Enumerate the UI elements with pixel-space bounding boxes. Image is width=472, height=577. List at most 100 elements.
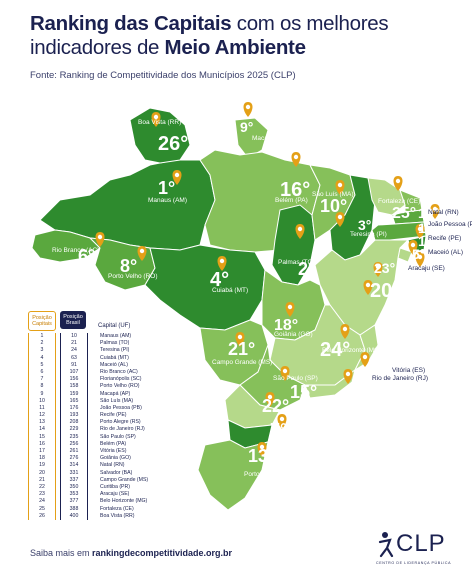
map-pin-dot [375, 264, 381, 270]
source-note: Fonte: Ranking de Competitividade dos Mu… [30, 70, 296, 81]
cell-city: Natal (RN) [100, 462, 125, 469]
map-pin-dot [279, 416, 285, 422]
cell-brazil-rank: 377 [60, 498, 88, 506]
map-pin-icon [363, 280, 373, 295]
map-pin-dot [297, 226, 303, 232]
marker-rank: 15° [290, 382, 317, 402]
map-pin-icon [243, 102, 253, 117]
cell-brazil-rank: 91 [60, 361, 88, 369]
cell-brazil-rank: 158 [60, 383, 88, 391]
map-pin-icon [408, 240, 418, 255]
table-row: 15 235 São Paulo (SP) [28, 433, 178, 441]
map-pin-dot [395, 178, 401, 184]
cell-capital-rank: 6 [28, 368, 56, 377]
footer-link[interactable]: rankingdecompetitividade.org.br [92, 548, 233, 558]
region-ac [31, 229, 101, 263]
table-row: 22 350 Curitiba (PR) [28, 483, 178, 492]
footer-text: Saiba mais em [30, 548, 93, 558]
marker-city: Salvador (BA) [390, 291, 430, 298]
table-row: 23 353 Aracaju (SE) [28, 491, 178, 499]
marker-city: Recife (PE) [428, 235, 461, 242]
cell-city: São Luís (MA) [100, 397, 134, 404]
table-row: 11 176 João Pessoa (PB) [28, 404, 178, 413]
region-rr [129, 107, 191, 164]
cell-brazil-rank: 63 [60, 354, 88, 362]
marker-city: Goiânia (GO) [274, 331, 313, 338]
cell-capital-rank: 14 [28, 426, 56, 434]
marker-rank: 8° [120, 256, 137, 276]
table-row: 9 159 Macapá (AP) [28, 390, 178, 398]
map-pin-icon [360, 352, 370, 367]
map-pin-dot [267, 394, 273, 400]
table-row: 8 158 Porto Velho (RO) [28, 383, 178, 391]
marker-rank: 11° [418, 220, 438, 236]
marker-city: Belém (PA) [275, 197, 308, 204]
cell-capital-rank: 4 [28, 354, 56, 362]
cell-capital-rank: 15 [28, 433, 56, 441]
region-ba [314, 239, 410, 336]
cell-city: Curitiba (PR) [100, 483, 130, 490]
marker-rank: 22° [262, 396, 289, 416]
map-pin-dot [97, 234, 103, 240]
marker-city: São Luís (MA) [312, 191, 354, 198]
map-pin-dot [337, 214, 343, 220]
cell-city: Campo Grande (MS) [100, 476, 149, 483]
table-row: 3 24 Teresina (PI) [28, 347, 178, 355]
cell-capital-rank: 9 [28, 390, 56, 398]
cell-city: Palmas (TO) [100, 340, 130, 347]
cell-capital-rank: 21 [28, 476, 56, 484]
page-title: Ranking das Capitais com os melhores ind… [30, 12, 450, 60]
marker-rank: 26° [158, 133, 188, 155]
cell-city: João Pessoa (PB) [100, 404, 142, 411]
marker-rank: 12° [418, 233, 439, 249]
cell-capital-rank: 12 [28, 412, 56, 420]
table-row: 14 229 Rio de Janeiro (RJ) [28, 426, 178, 434]
table-row: 1 10 Manaus (AM) [28, 333, 178, 341]
cell-city: Cuiabá (MT) [100, 354, 129, 361]
cell-brazil-rank: 208 [60, 419, 88, 427]
map-pin-dot [410, 242, 416, 248]
map-pin-dot [365, 282, 371, 288]
table-row: 7 156 Florianópolis (SC) [28, 376, 178, 384]
footer: Saiba mais em rankingdecompetitividade.o… [30, 548, 232, 558]
marker-rank: 7° [270, 420, 287, 440]
table-row: 2 21 Palmas (TO) [28, 340, 178, 348]
marker-rank: 9° [240, 119, 253, 135]
marker-rank: 6° [78, 246, 95, 266]
table-rows: 1 10 Manaus (AM) 2 21 Palmas (TO) 3 24 Teresina … [28, 333, 178, 520]
marker-rank: 20° [370, 280, 400, 302]
cell-city: Rio de Janeiro (RJ) [100, 426, 145, 433]
cell-brazil-rank: 388 [60, 505, 88, 513]
marker-rank: 13° [248, 446, 275, 466]
marker-city: Macapá (AP) [252, 135, 290, 142]
map-pin-dot [282, 368, 288, 374]
cell-city: Belém (PA) [100, 440, 127, 447]
header-city: Capital (UF) [98, 323, 131, 329]
region-rs [197, 439, 269, 511]
cell-brazil-rank: 256 [60, 440, 88, 448]
cell-brazil-rank: 261 [60, 448, 88, 456]
cell-capital-rank: 3 [28, 347, 56, 355]
map-pin-icon [277, 414, 287, 429]
marker-city: Fortaleza (CE) [378, 198, 420, 205]
cell-city: Goiânia (GO) [100, 455, 131, 462]
header-brazil: Posição Brasil [60, 311, 86, 329]
map-pin-dot [245, 104, 251, 110]
map-pin-dot [219, 258, 225, 264]
cell-city: Rio Branco (AC) [100, 368, 138, 375]
table-row: 20 331 Salvador (BA) [28, 469, 178, 477]
cell-capital-rank: 22 [28, 483, 56, 492]
cell-brazil-rank: 350 [60, 483, 88, 492]
table-row: 10 165 São Luís (MA) [28, 397, 178, 405]
logo-figure-icon [378, 532, 394, 558]
map-markers: 26°Boa Vista (RR) 9°Macapá (AP)1°Manaus (… [52, 102, 472, 478]
table-row: 5 91 Maceió (AL) [28, 361, 178, 369]
marker-city: Manaus (AM) [148, 197, 187, 204]
table-row: 25 388 Fortaleza (CE) [28, 505, 178, 513]
marker-rank: 18° [274, 317, 298, 334]
table-row: 19 314 Natal (RN) [28, 462, 178, 470]
marker-city: Aracaju (SE) [408, 265, 445, 272]
marker-rank: 17° [385, 355, 409, 372]
map-pin-dot [287, 304, 293, 310]
marker-city: João Pessoa (PB) [428, 221, 472, 228]
